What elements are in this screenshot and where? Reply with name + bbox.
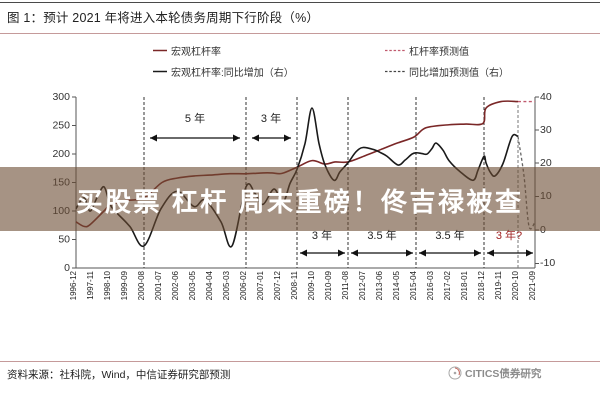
svg-text:50: 50	[58, 234, 70, 246]
svg-text:2008-11: 2008-11	[290, 270, 299, 299]
svg-text:2013-06: 2013-06	[375, 270, 384, 300]
svg-text:40: 40	[540, 91, 552, 103]
svg-text:2003-05: 2003-05	[188, 270, 197, 300]
svg-text:2017-02: 2017-02	[443, 270, 452, 300]
svg-text:2011-08: 2011-08	[341, 270, 350, 299]
svg-text:2018-01: 2018-01	[460, 270, 469, 300]
svg-text:2020-10: 2020-10	[511, 270, 520, 300]
svg-text:30: 30	[540, 124, 552, 136]
svg-text:1998-10: 1998-10	[103, 270, 112, 300]
svg-text:250: 250	[52, 120, 70, 132]
svg-text:2000-08: 2000-08	[137, 270, 146, 300]
svg-text:2004-04: 2004-04	[205, 270, 214, 300]
svg-text:2015-04: 2015-04	[409, 270, 418, 300]
svg-text:2002-06: 2002-06	[171, 270, 180, 300]
svg-text:300: 300	[52, 91, 70, 103]
svg-text:2010-09: 2010-09	[324, 270, 333, 300]
svg-text:1996-12: 1996-12	[69, 270, 78, 300]
svg-text:2006-02: 2006-02	[239, 270, 248, 300]
svg-text:200: 200	[52, 148, 70, 160]
svg-text:2012-07: 2012-07	[358, 270, 367, 300]
svg-text:2009-10: 2009-10	[307, 270, 316, 300]
svg-text:2018-12: 2018-12	[477, 270, 486, 300]
svg-text:2001-07: 2001-07	[154, 270, 163, 300]
svg-text:1999-09: 1999-09	[120, 270, 129, 300]
svg-text:2019-11: 2019-11	[494, 270, 503, 299]
svg-text:5 年: 5 年	[185, 111, 205, 125]
svg-text:1997-11: 1997-11	[86, 270, 95, 299]
svg-text:2016-03: 2016-03	[426, 270, 435, 300]
svg-text:-10: -10	[540, 257, 555, 269]
svg-text:2005-03: 2005-03	[222, 270, 231, 300]
svg-text:2021-09: 2021-09	[528, 270, 537, 300]
svg-text:2007-01: 2007-01	[256, 270, 265, 300]
svg-text:3 年: 3 年	[261, 111, 281, 125]
svg-text:2007-12: 2007-12	[273, 270, 282, 300]
svg-text:2014-05: 2014-05	[392, 270, 401, 300]
